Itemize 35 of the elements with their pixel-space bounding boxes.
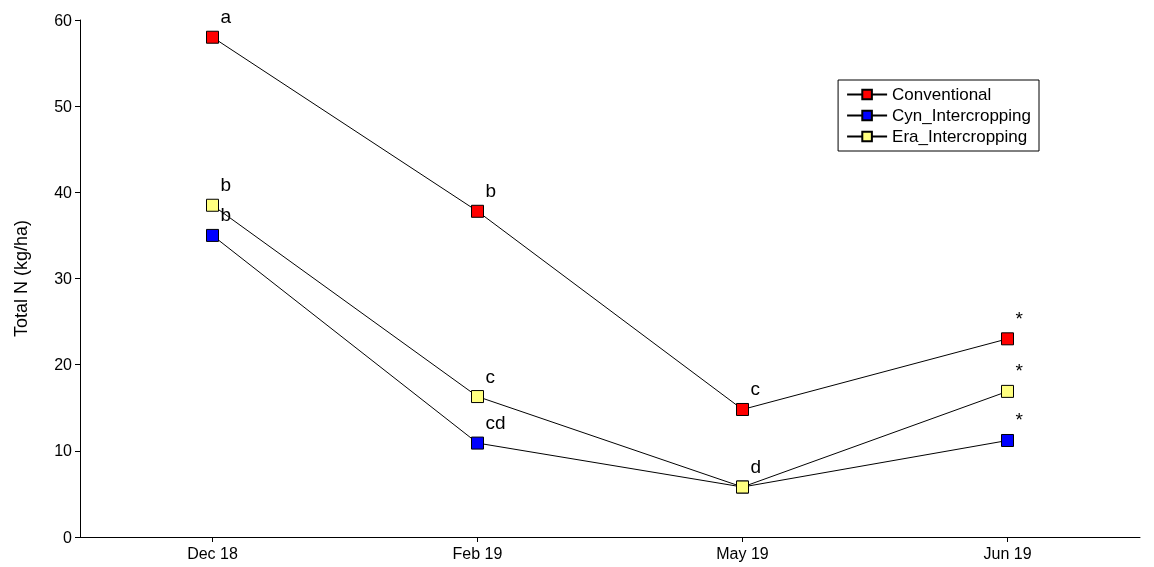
annotation: b	[220, 174, 232, 196]
point	[1001, 433, 1014, 447]
legend-label: Conventional	[892, 85, 992, 104]
legend-label: Era_Intercropping	[892, 127, 1028, 146]
x-tick-label: May 19	[716, 544, 769, 562]
point	[1001, 332, 1014, 346]
y-axis-title: Total N (kg/ha)	[11, 219, 31, 338]
point	[1001, 384, 1014, 398]
point	[206, 198, 219, 212]
annotation: a	[220, 6, 232, 28]
y-tick-label: 50	[54, 97, 73, 115]
x-tick-label: Feb 19	[452, 544, 503, 562]
annotation: d	[750, 456, 762, 478]
x-tick-label: Jun 19	[983, 544, 1032, 562]
point	[471, 390, 484, 404]
y-tick-label: 40	[54, 183, 73, 201]
point	[206, 228, 219, 242]
y-tick-label: 60	[54, 11, 73, 29]
y-tick-label: 20	[54, 356, 73, 374]
y-tick-label: 30	[54, 270, 73, 287]
y-tick-label: 10	[54, 442, 73, 460]
y-tick-label: 0	[63, 528, 73, 546]
point	[471, 204, 484, 218]
legend-label: Cyn_Intercropping	[892, 106, 1032, 125]
annotation: *	[1015, 360, 1024, 382]
annotation: cd	[485, 412, 506, 434]
point	[206, 30, 219, 44]
annotation: c	[485, 365, 495, 387]
annotation: *	[1015, 409, 1024, 431]
annotation: b	[485, 180, 497, 202]
point	[471, 436, 484, 450]
annotation: *	[1015, 307, 1024, 329]
annotation: c	[750, 378, 760, 400]
x-tick-label: Dec 18	[187, 544, 238, 562]
point	[736, 402, 749, 416]
